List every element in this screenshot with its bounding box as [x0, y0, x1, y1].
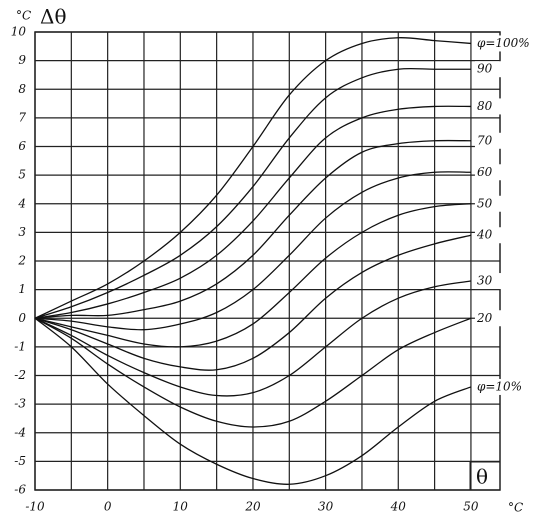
curve [34, 105, 471, 319]
curve [34, 203, 471, 348]
x-tick-label: -10 [25, 500, 45, 514]
y-tick-label: 4 [17, 196, 26, 210]
curve [34, 317, 472, 485]
y-tick-label: -6 [14, 483, 26, 497]
y-axis-label: Δθ [40, 5, 66, 29]
curve-label-bg [474, 195, 505, 212]
y-tick-label: 2 [17, 254, 26, 268]
curve-label: φ=100% [477, 36, 530, 50]
y-unit: °C [16, 9, 31, 23]
x-label-box [469, 461, 501, 491]
curve-label-bg [474, 132, 505, 149]
curve-label: 30 [477, 274, 493, 288]
curve-label: 50 [477, 196, 493, 210]
x-tick-label: 40 [390, 500, 407, 514]
y-tick-label: 9 [18, 53, 26, 67]
curve-label: φ=10% [477, 379, 522, 393]
x-unit: °C [508, 501, 523, 515]
y-tick-label: -5 [14, 454, 26, 468]
curve [34, 37, 471, 319]
x-tick-label: 30 [318, 500, 334, 514]
curve [34, 171, 471, 331]
curve-label: 40 [476, 228, 493, 242]
curve-label-bg [474, 35, 505, 52]
curve-label: 20 [476, 311, 493, 325]
curve-label-bg [474, 61, 505, 78]
curve [34, 317, 472, 428]
x-tick-label: 20 [244, 500, 261, 514]
curve [34, 280, 472, 397]
curve-label-bg [474, 98, 505, 115]
curve-label-bg [474, 310, 505, 327]
x-tick-label: 50 [463, 500, 479, 514]
curve-label-bg [474, 378, 505, 395]
y-tick-label: 1 [18, 282, 26, 296]
y-tick-label: 10 [11, 25, 27, 39]
y-tick-label: 7 [18, 110, 26, 124]
y-tick-label: -3 [14, 397, 26, 411]
curve-label: 70 [477, 133, 493, 147]
x-tick-label: 10 [173, 500, 189, 514]
curve-label-bg [474, 164, 505, 181]
curve [34, 139, 471, 319]
curve-label: 80 [477, 99, 493, 113]
curve-label: 90 [477, 62, 493, 76]
curve-label-bg [474, 273, 505, 290]
x-tick-label: 0 [104, 500, 112, 514]
y-tick-label: 6 [18, 139, 26, 153]
curve [34, 234, 472, 371]
y-tick-label: 8 [18, 82, 26, 96]
y-tick-label: 3 [18, 225, 26, 239]
y-tick-label: -1 [14, 339, 26, 353]
y-tick-label: 5 [18, 168, 26, 182]
curve-label-bg [474, 227, 505, 244]
y-tick-label: 0 [18, 311, 26, 325]
y-tick-label: -2 [14, 368, 26, 382]
curve [34, 67, 471, 319]
x-axis-label: θ [476, 465, 488, 489]
curve-label: 60 [477, 165, 493, 179]
y-tick-label: -4 [14, 425, 26, 439]
